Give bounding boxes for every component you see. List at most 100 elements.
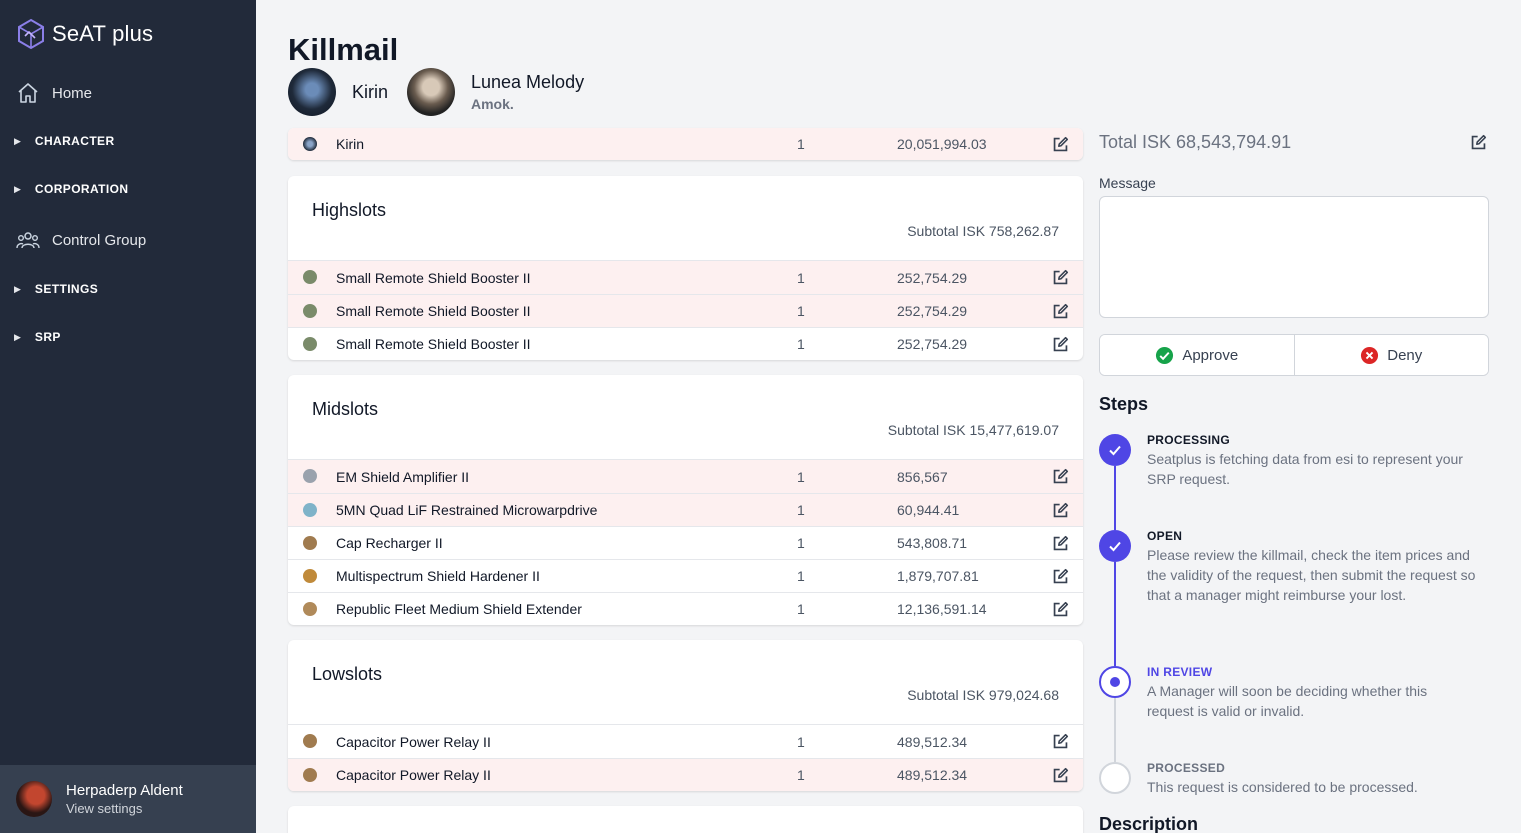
step-complete-icon — [1099, 434, 1131, 466]
sidebar-item-corporation[interactable]: ▶ CORPORATION — [14, 182, 128, 196]
page-title: Killmail — [288, 32, 399, 67]
sidebar-item-control-group[interactable]: Control Group — [16, 230, 146, 250]
edit-icon[interactable] — [1052, 269, 1069, 286]
table-row: Kirin 1 20,051,994.03 — [288, 128, 1083, 160]
message-label: Message — [1099, 175, 1156, 191]
item-name: Small Remote Shield Booster II — [336, 336, 531, 352]
ship-card: Kirin 1 20,051,994.03 — [288, 128, 1083, 160]
item-value: 489,512.34 — [897, 733, 968, 750]
deny-label: Deny — [1387, 346, 1423, 364]
card-header: Midslots Subtotal ISK 15,477,619.07 — [288, 375, 1083, 460]
edit-icon[interactable] — [1052, 502, 1069, 519]
item-name: Small Remote Shield Booster II — [336, 303, 531, 319]
sidebar-item-label: Home — [52, 84, 93, 102]
subtotal: Subtotal ISK 979,024.68 — [907, 687, 1059, 703]
total-isk: Total ISK 68,543,794.91 — [1099, 132, 1292, 152]
approve-button[interactable]: Approve — [1100, 335, 1294, 375]
module-icon — [303, 270, 317, 284]
table-row: Small Remote Shield Booster II 1 252,754… — [288, 261, 1083, 294]
item-value: 20,051,994.03 — [897, 136, 987, 152]
caret-right-icon: ▶ — [14, 183, 21, 194]
caret-right-icon: ▶ — [14, 135, 21, 146]
item-list: Capacitor Power Relay II 1 489,512.34 Ca… — [288, 725, 1083, 791]
step-connector — [1114, 698, 1116, 762]
sidebar-item-settings[interactable]: ▶ SETTINGS — [14, 282, 98, 296]
module-icon — [303, 734, 317, 748]
step-complete-icon — [1099, 530, 1131, 562]
sidebar-item-label: SRP — [34, 330, 61, 344]
decision-buttons: Approve Deny — [1099, 334, 1489, 376]
lowslots-card: Lowslots Subtotal ISK 979,024.68 Capacit… — [288, 640, 1083, 791]
table-row: EM Shield Amplifier II 1 856,567 — [288, 460, 1083, 493]
item-name: Kirin — [336, 136, 365, 152]
table-row: 5MN Quad LiF Restrained Microwarpdrive 1… — [288, 493, 1083, 526]
pilot-portrait — [407, 68, 455, 116]
sidebar-item-label: Control Group — [52, 231, 147, 249]
steps-title: Steps — [1099, 394, 1149, 414]
step-pending-icon — [1099, 762, 1131, 794]
table-row: Republic Fleet Medium Shield Extender 1 … — [288, 592, 1083, 625]
table-row: Small Remote Shield Booster II 1 252,754… — [288, 294, 1083, 327]
card-title: Lowslots — [312, 664, 383, 684]
module-icon — [303, 768, 317, 782]
sidebar-item-label: CORPORATION — [34, 182, 129, 196]
item-value: 489,512.34 — [897, 767, 968, 783]
item-quantity: 1 — [797, 269, 805, 286]
item-quantity: 1 — [797, 468, 805, 485]
module-icon — [303, 503, 317, 517]
edit-icon[interactable] — [1052, 535, 1069, 552]
edit-icon[interactable] — [1052, 336, 1069, 353]
sidebar-item-home[interactable]: Home — [16, 82, 92, 104]
description-title: Description — [1099, 814, 1199, 833]
step-connector — [1114, 466, 1116, 530]
sidebar-item-character[interactable]: ▶ CHARACTER — [14, 134, 115, 148]
edit-icon[interactable] — [1052, 303, 1069, 320]
edit-icon[interactable] — [1052, 733, 1069, 750]
seat-logo-icon — [18, 18, 44, 50]
message-field[interactable] — [1099, 196, 1489, 318]
item-quantity: 1 — [797, 502, 805, 518]
item-value: 12,136,591.14 — [897, 601, 987, 617]
edit-icon[interactable] — [1052, 767, 1069, 784]
item-name: Republic Fleet Medium Shield Extender — [336, 601, 582, 617]
next-card — [288, 806, 1083, 833]
pilot-corporation: Amok. — [471, 96, 514, 112]
sidebar-item-label: SETTINGS — [34, 282, 99, 296]
check-icon — [1109, 541, 1121, 552]
item-name: 5MN Quad LiF Restrained Microwarpdrive — [336, 502, 598, 518]
item-quantity: 1 — [797, 733, 805, 750]
edit-icon[interactable] — [1052, 468, 1069, 485]
item-quantity: 1 — [797, 535, 805, 551]
users-icon — [16, 232, 40, 249]
item-value: 252,754.29 — [897, 303, 968, 319]
item-name: Small Remote Shield Booster II — [336, 269, 531, 286]
edit-icon[interactable] — [1052, 601, 1069, 618]
module-icon — [303, 536, 317, 550]
user-profile[interactable]: Herpaderp Aldent View settings — [0, 765, 256, 833]
step-connector — [1114, 562, 1116, 666]
module-icon — [303, 602, 317, 616]
ship-image — [288, 68, 336, 116]
deny-button[interactable]: Deny — [1293, 335, 1488, 375]
module-icon — [303, 304, 317, 318]
step-name: IN REVIEW — [1147, 665, 1213, 679]
module-icon — [303, 337, 317, 351]
sidebar-item-label: CHARACTER — [34, 134, 115, 148]
step-name: OPEN — [1147, 529, 1183, 543]
view-settings-link[interactable]: View settings — [66, 801, 143, 816]
item-list: EM Shield Amplifier II 1 856,567 5MN Qua… — [288, 460, 1083, 625]
item-quantity: 1 — [797, 568, 805, 584]
subtotal: Subtotal ISK 15,477,619.07 — [887, 422, 1059, 438]
user-name: Herpaderp Aldent — [66, 782, 183, 799]
edit-icon[interactable] — [1052, 568, 1069, 585]
highslots-card: Highslots Subtotal ISK 758,262.87 Small … — [288, 176, 1083, 360]
brand-logo[interactable]: SeAT plus — [16, 18, 153, 50]
item-name: Capacitor Power Relay II — [336, 767, 491, 783]
item-name: Multispectrum Shield Hardener II — [336, 568, 540, 584]
sidebar-item-srp[interactable]: ▶ SRP — [14, 330, 61, 344]
edit-icon[interactable] — [1470, 134, 1487, 151]
pilot-name: Lunea Melody — [471, 72, 585, 92]
item-value: 252,754.29 — [897, 269, 968, 286]
item-quantity: 1 — [797, 136, 805, 152]
edit-icon[interactable] — [1052, 136, 1069, 153]
